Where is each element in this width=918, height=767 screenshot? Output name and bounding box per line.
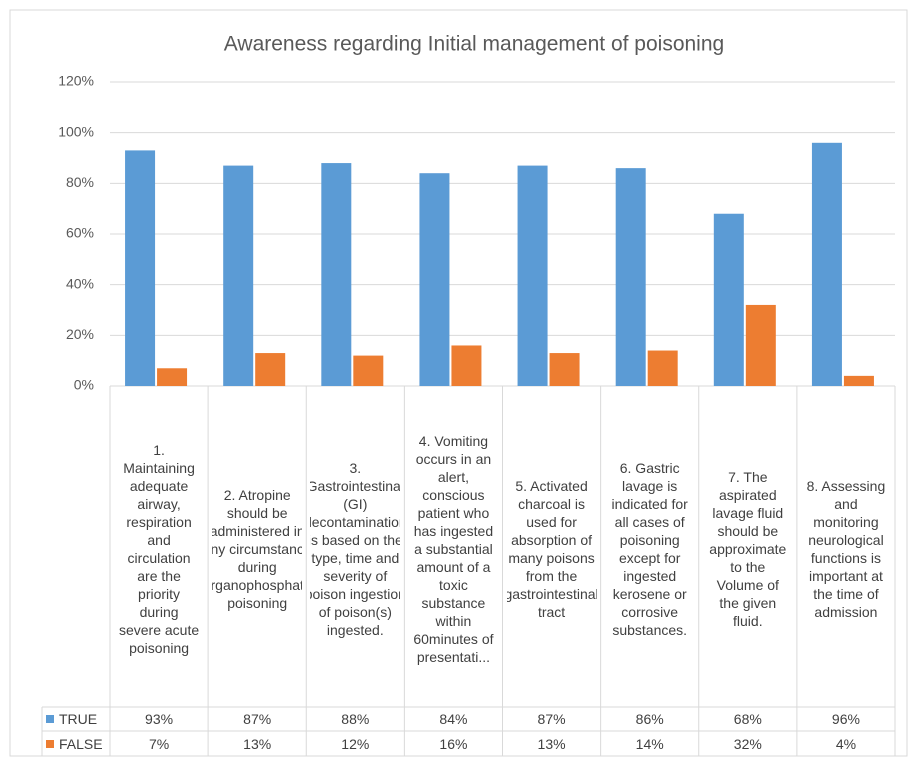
y-tick-label: 40% [66, 275, 94, 291]
legend-key [46, 739, 54, 748]
data-table-value: 84% [439, 711, 468, 727]
bar [451, 345, 482, 386]
y-tick-label: 60% [66, 225, 94, 241]
bar [157, 368, 188, 386]
category-label: 2. Atropine should be administered in an… [212, 486, 303, 611]
y-tick-label: 100% [58, 123, 94, 139]
y-tick-label: 20% [66, 326, 94, 342]
data-table-value: 68% [733, 711, 762, 727]
legend-entry: TRUE [42, 707, 110, 731]
chart-title: Awareness regarding Initial management o… [224, 33, 724, 56]
category-label: 4. Vomiting occurs in an alert, consciou… [413, 432, 494, 665]
legend-key [46, 715, 54, 723]
data-table-value: 88% [341, 711, 370, 727]
category-label: 3. Gastrointestinal (GI) decontamination… [310, 459, 401, 638]
data-table-value: 13% [537, 735, 566, 752]
data-table-value: 12% [341, 735, 370, 752]
category-label: 1. Maintaining adequate airway, respirat… [118, 441, 200, 656]
bar [125, 150, 156, 386]
bar [255, 353, 286, 386]
data-table-value: 32% [733, 735, 762, 752]
legend-label: TRUE [59, 711, 98, 727]
data-table-value: 87% [537, 711, 566, 727]
bar [419, 173, 450, 386]
legend-entry: FALSE [42, 731, 110, 756]
data-table-value: 16% [439, 735, 468, 752]
data-table-value: 14% [635, 735, 664, 752]
category-label: 5. Activated charcoal is used for absorp… [506, 477, 597, 620]
bar [647, 350, 678, 386]
y-tick-label: 80% [66, 174, 94, 190]
y-tick-label: 0% [74, 377, 94, 393]
category-label: 6. Gastric lavage is indicated for all c… [611, 459, 688, 638]
data-table-value: 87% [243, 711, 272, 727]
bar [745, 304, 776, 386]
data-table-value: 96% [831, 711, 860, 727]
bar [321, 163, 352, 386]
bar [223, 165, 254, 386]
bar [549, 353, 580, 386]
bar [517, 165, 548, 386]
bar [353, 355, 384, 386]
y-tick-label: 120% [58, 73, 94, 89]
data-table-value: 4% [835, 735, 857, 752]
data-table-value: 7% [148, 735, 170, 752]
legend-label: FALSE [59, 735, 103, 752]
data-table-value: 13% [243, 735, 272, 752]
category-label: 7. The aspirated lavage fluid should be … [709, 468, 787, 629]
bar [713, 213, 744, 386]
data-table-value: 93% [145, 711, 174, 727]
data-table-value: 86% [635, 711, 664, 727]
bar [843, 375, 874, 386]
bar [811, 142, 842, 386]
category-label: 8. Assessing and monitoring neurological… [806, 477, 886, 620]
bar [615, 168, 646, 386]
